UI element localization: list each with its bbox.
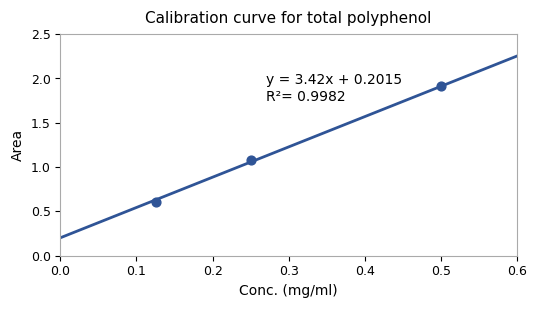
Point — [151, 200, 160, 205]
Point — [436, 84, 445, 89]
Text: y = 3.42x + 0.2015
R²= 0.9982: y = 3.42x + 0.2015 R²= 0.9982 — [266, 74, 402, 104]
X-axis label: Conc. (mg/ml): Conc. (mg/ml) — [239, 284, 338, 298]
Point — [246, 157, 255, 162]
Y-axis label: Area: Area — [11, 129, 25, 161]
Title: Calibration curve for total polyphenol: Calibration curve for total polyphenol — [145, 11, 432, 26]
